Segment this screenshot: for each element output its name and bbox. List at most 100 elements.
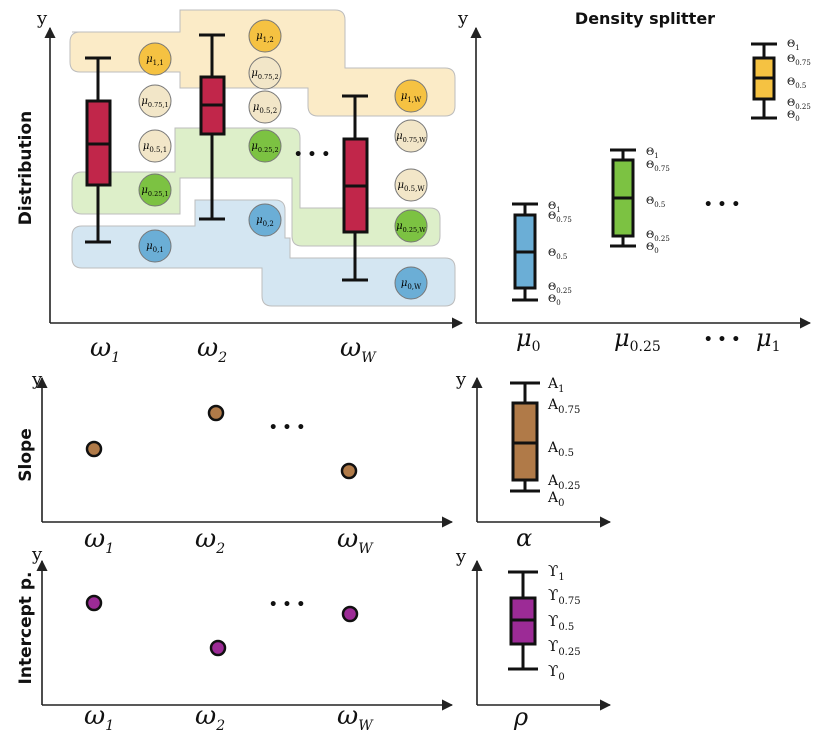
alpha-labels: A1 A0.75 A0.5 A0.25 A0 (547, 376, 580, 509)
slope-ellipsis: • • • (269, 420, 306, 436)
slope-axes (36, 376, 454, 528)
intercept-point-w1 (85, 594, 103, 612)
x-label-mu025: μ0.25 (614, 324, 661, 355)
intercept-point-w2 (209, 639, 227, 657)
theta-labels-mu1: Θ1 Θ0.75 Θ0.5 Θ0.25 Θ0 (787, 39, 811, 123)
slope-point-w1 (85, 440, 103, 458)
quantile-circle-025-1: μ0.25,1 (138, 173, 172, 207)
svg-text:Θ0.5: Θ0.5 (548, 248, 567, 261)
row-label-distribution: Distribution (16, 111, 36, 225)
svg-text:Θ1: Θ1 (787, 39, 800, 52)
intercept-x-label-omega-1: ω1 (84, 701, 114, 733)
x-label-omega-2: ω2 (197, 333, 227, 366)
svg-text:ϒ0.75: ϒ0.75 (548, 586, 581, 607)
quantile-circle-1-2: μ1,2 (248, 19, 282, 53)
svg-text:μ0.25,W: μ0.25,W (396, 221, 426, 234)
svg-text:μ0.5,W: μ0.5,W (397, 180, 425, 193)
rho-axes (471, 559, 612, 711)
rho-y-label: y (455, 546, 467, 567)
svg-text:μ0.5,2: μ0.5,2 (253, 102, 277, 115)
distribution-boxplot-wW (342, 94, 369, 282)
density-boxplot-mu025 (610, 148, 636, 248)
rho-x-label: ρ (513, 703, 528, 731)
quantile-circle-075-1: μ0.75,1 (138, 84, 172, 118)
svg-text:Θ0: Θ0 (548, 294, 561, 307)
quantile-circle-05-W: μ0.5,W (394, 168, 428, 202)
svg-text:Θ0.75: Θ0.75 (787, 54, 811, 67)
svg-text:μ0.25,2: μ0.25,2 (251, 141, 278, 154)
density-boxplot-mu0 (512, 202, 538, 302)
density-ellipsis: • • • (704, 197, 741, 213)
slope-point-w2 (207, 404, 225, 422)
svg-text:ϒ0.25: ϒ0.25 (548, 637, 581, 658)
distribution-y-label: y (36, 8, 48, 29)
svg-text:μ0.75,2: μ0.75,2 (251, 68, 278, 81)
distribution-axes (44, 26, 464, 329)
quantile-circle-0-2: μ0,2 (248, 203, 282, 237)
slope-x-label-omega-2: ω2 (195, 524, 225, 557)
slope-x-label-omega-1: ω1 (84, 524, 114, 557)
row-label-slope: Slope (16, 428, 36, 481)
quantile-circle-1-W: μ1,W (394, 79, 428, 113)
svg-text:Θ0: Θ0 (787, 110, 800, 123)
svg-text:A0: A0 (547, 490, 565, 509)
svg-text:μ0,W: μ0,W (401, 278, 422, 291)
theta-labels-mu0: Θ1 Θ0.75 Θ0.5 Θ0.25 Θ0 (548, 201, 572, 307)
svg-text:A1: A1 (547, 376, 565, 395)
svg-text:A0.25: A0.25 (547, 473, 580, 492)
svg-text:μ1,1: μ1,1 (146, 54, 164, 67)
svg-text:Θ0.5: Θ0.5 (646, 196, 665, 209)
intercept-x-label-omega-W: ωW (337, 701, 374, 733)
svg-text:μ1,2: μ1,2 (256, 31, 274, 44)
svg-text:ϒ0: ϒ0 (548, 662, 565, 683)
quantile-circle-025-W: μ0.25,W (394, 209, 428, 243)
quantile-circle-075-2: μ0.75,2 (248, 56, 282, 90)
density-splitter-title: Density splitter (575, 9, 715, 28)
svg-text:Θ0.5: Θ0.5 (787, 77, 806, 90)
svg-text:A0.75: A0.75 (547, 397, 580, 416)
intercept-point-wW (341, 605, 359, 623)
svg-text:μ0.75,1: μ0.75,1 (141, 96, 168, 109)
x-label-mu1: μ1 (756, 324, 781, 355)
svg-text:Θ1: Θ1 (548, 201, 561, 214)
svg-text:Θ0.25: Θ0.25 (548, 282, 572, 295)
rho-boxplot (508, 570, 538, 671)
svg-text:Θ0.25: Θ0.25 (646, 230, 670, 243)
svg-text:μ0,1: μ0,1 (146, 241, 164, 254)
svg-text:μ0.75,W: μ0.75,W (396, 131, 426, 144)
svg-text:μ0.25,1: μ0.25,1 (141, 185, 168, 198)
svg-text:μ1,W: μ1,W (401, 91, 422, 104)
svg-text:μ0,2: μ0,2 (256, 215, 274, 228)
slope-y-label: y (31, 369, 43, 390)
svg-text:Θ0: Θ0 (646, 242, 659, 255)
upsilon-labels: ϒ1 ϒ0.75 ϒ0.5 ϒ0.25 ϒ0 (548, 562, 581, 683)
distribution-boxplot-w2 (199, 33, 226, 221)
slope-point-wW (340, 462, 358, 480)
theta-labels-mu025: Θ1 Θ0.75 Θ0.5 Θ0.25 Θ0 (646, 147, 670, 255)
slope-x-label-omega-W: ωW (337, 524, 374, 557)
density-axes (470, 26, 812, 329)
distribution-ellipsis: • • • (294, 147, 331, 163)
alpha-boxplot (510, 381, 540, 493)
svg-text:Θ0.75: Θ0.75 (548, 211, 572, 224)
distribution-boxplot-w1 (85, 56, 112, 244)
x-label-omega-1: ω1 (90, 333, 120, 366)
quantile-circle-05-2: μ0.5,2 (248, 90, 282, 124)
density-boxplot-mu1 (751, 42, 777, 120)
svg-text:A0.5: A0.5 (547, 440, 574, 459)
alpha-axes (471, 376, 612, 528)
quantile-circle-0-1: μ0,1 (138, 229, 172, 263)
svg-text:μ0.5,1: μ0.5,1 (143, 141, 167, 154)
x-label-omega-W: ωW (340, 333, 377, 366)
density-y-label: y (457, 8, 469, 29)
alpha-x-label: α (516, 524, 532, 552)
svg-text:Θ0.75: Θ0.75 (646, 160, 670, 173)
row-label-intercept: Intercept p. (16, 572, 36, 685)
svg-text:ϒ0.5: ϒ0.5 (548, 612, 574, 633)
quantile-circle-0-W: μ0,W (394, 266, 428, 300)
svg-text:Θ1: Θ1 (646, 147, 659, 160)
quantile-circle-075-W: μ0.75,W (394, 119, 428, 153)
quantile-circle-05-1: μ0.5,1 (138, 129, 172, 163)
svg-text:Θ0.25: Θ0.25 (787, 98, 811, 111)
